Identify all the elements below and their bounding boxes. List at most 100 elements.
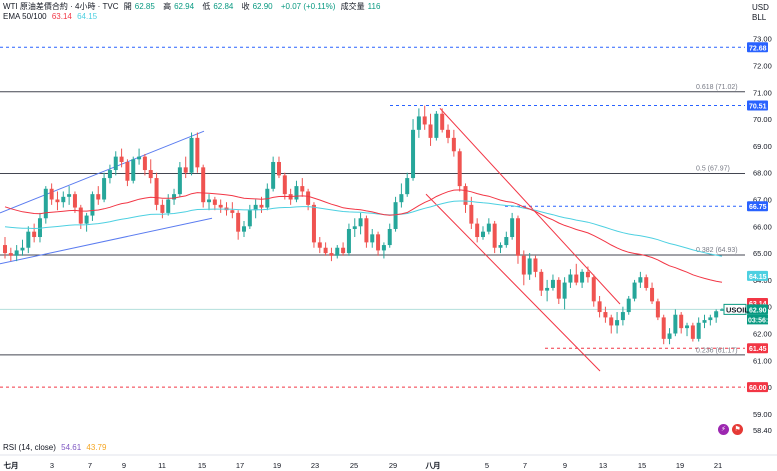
- candle-body: [294, 186, 299, 200]
- candle-body: [37, 218, 42, 238]
- candle-body: [236, 212, 241, 232]
- candle-body: [475, 223, 480, 238]
- ema50-line: [4, 189, 723, 283]
- candle-body: [119, 156, 124, 162]
- candle-body: [96, 194, 101, 200]
- candle-body: [515, 218, 520, 256]
- candle-body: [632, 282, 637, 299]
- x-tick-label: 9: [563, 461, 567, 470]
- candle-body: [498, 245, 503, 248]
- chart-icons: ⚡ ⚑: [718, 424, 743, 435]
- candle-body: [469, 204, 474, 224]
- symbol-tag-label: USOIL: [726, 305, 749, 314]
- x-tick-label: 25: [350, 461, 358, 470]
- candle-body: [690, 325, 695, 339]
- candle-body: [201, 167, 206, 203]
- candle-body: [481, 231, 485, 238]
- ema50-value: 63.14: [51, 12, 72, 21]
- candle-body: [84, 215, 89, 224]
- price-tag-label: 60.00: [749, 385, 767, 392]
- candle-body: [67, 194, 72, 197]
- candle-body: [702, 320, 707, 323]
- y-tick-label: 66.00: [753, 222, 772, 231]
- candle-body: [148, 170, 153, 179]
- countdown-label: 03:56:34: [748, 317, 776, 324]
- candle-body: [358, 218, 363, 227]
- candle-body: [533, 258, 538, 272]
- x-tick-label: 13: [599, 461, 607, 470]
- candle-body: [43, 188, 48, 219]
- candle-body: [568, 274, 573, 283]
- x-tick-label: 29: [389, 461, 397, 470]
- candle-body: [306, 191, 311, 205]
- down-channel-lower-line: [425, 193, 601, 372]
- candle-body: [131, 159, 136, 181]
- price-tag: [747, 42, 768, 53]
- fib-label: 0.618 (71.02): [696, 84, 738, 91]
- fib-label: 0.5 (67.97): [696, 166, 730, 173]
- x-tick-label: 15: [198, 461, 206, 470]
- unit-label: BLL: [752, 13, 767, 22]
- price-tag: [747, 100, 768, 111]
- candle-body: [399, 194, 404, 203]
- y-tick-label: 68.00: [753, 169, 772, 178]
- price-tag-label: 72.68: [749, 45, 767, 52]
- candle-body: [527, 258, 532, 275]
- price-tag-label: 61.45: [749, 346, 767, 353]
- price-tag: [747, 382, 768, 393]
- price-tag: [747, 304, 768, 315]
- candle-body: [78, 207, 83, 224]
- candle-body: [463, 186, 468, 205]
- candle-body: [207, 199, 212, 203]
- x-tick-label: 17: [236, 461, 244, 470]
- rsi-value-2: 43.79: [86, 443, 107, 452]
- candle-body: [113, 156, 118, 171]
- y-tick-label: 73.00: [753, 35, 772, 44]
- candle-body: [440, 113, 445, 130]
- lightning-icon[interactable]: ⚡: [718, 424, 729, 435]
- price-tag: [747, 343, 768, 354]
- candle-body: [212, 199, 217, 205]
- candle-body: [177, 167, 182, 195]
- y-tick-label: 65.00: [753, 249, 772, 258]
- countdown-tag: [747, 314, 768, 325]
- candle-body: [626, 298, 631, 313]
- flag-icon[interactable]: ⚑: [732, 424, 743, 435]
- y-tick-label: 67.00: [753, 196, 772, 205]
- candle-body: [580, 271, 585, 283]
- x-tick-label: 15: [638, 461, 646, 470]
- candle-body: [720, 309, 724, 311]
- candle-body: [317, 242, 322, 248]
- y-tick-label: 69.00: [753, 142, 772, 151]
- candle-body: [510, 218, 515, 238]
- candle-body: [416, 116, 421, 130]
- candle-body: [259, 204, 264, 208]
- x-tick-label: 七月: [4, 460, 19, 470]
- y-tick-label: 72.00: [753, 62, 772, 71]
- candle-body: [655, 301, 660, 318]
- candle-body: [393, 202, 398, 229]
- candle-body: [352, 226, 357, 229]
- candle-body: [276, 161, 281, 176]
- candle-body: [55, 199, 60, 203]
- candle-body: [685, 325, 690, 329]
- candle-body: [504, 237, 509, 246]
- price-tag: [747, 201, 768, 212]
- y-tick-label: 61.00: [753, 356, 772, 365]
- candle-body: [166, 199, 171, 213]
- symbol-legend: WTI 原油差價合約 · 4小時 · TVC 開 62.85 高 62.94 低 62…: [3, 2, 386, 12]
- channel-lower-line: [0, 217, 213, 265]
- candle-body: [247, 210, 252, 227]
- candle-body: [20, 247, 25, 251]
- candle-body: [195, 137, 200, 168]
- ohlc-open: 開 62.85: [123, 2, 155, 11]
- candle-body: [422, 116, 427, 125]
- price-tag-label: 70.51: [749, 103, 767, 110]
- symbol-tag: [723, 303, 747, 315]
- candle-body: [562, 282, 567, 299]
- candle-body: [183, 167, 188, 173]
- price-change: +0.07 (+0.11%): [280, 2, 336, 11]
- candle-body: [545, 287, 550, 291]
- y-tick-label: 70.00: [753, 115, 772, 124]
